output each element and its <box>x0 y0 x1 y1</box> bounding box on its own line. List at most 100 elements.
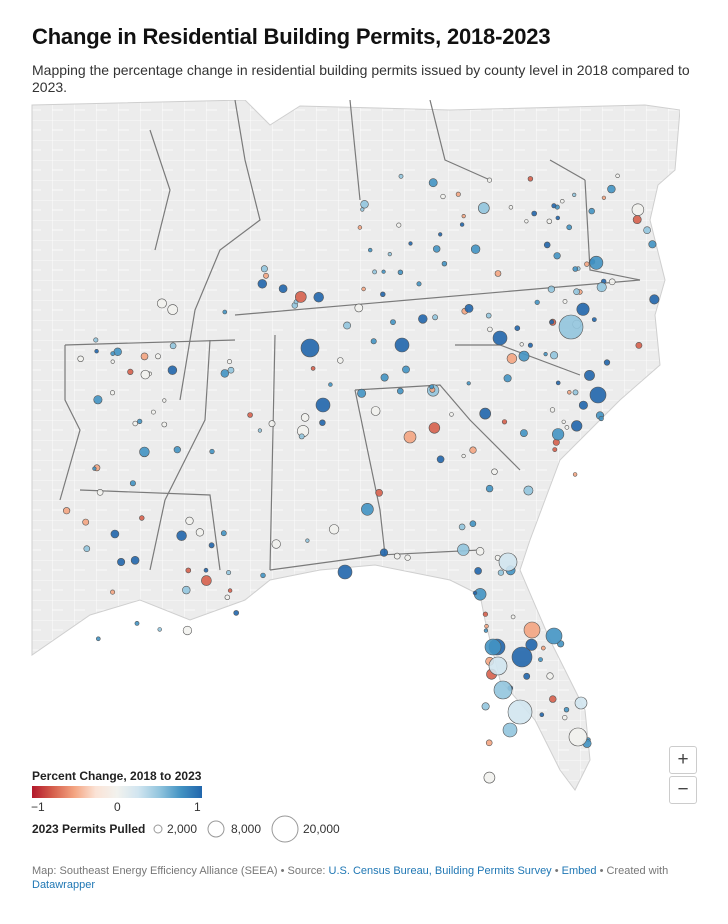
county-bubble[interactable] <box>372 269 377 275</box>
county-bubble[interactable] <box>402 365 410 374</box>
county-bubble[interactable] <box>167 365 178 375</box>
county-bubble[interactable] <box>83 545 91 553</box>
county-bubble[interactable] <box>584 261 590 267</box>
county-bubble[interactable] <box>549 407 556 413</box>
county-bubble[interactable] <box>539 712 545 718</box>
county-bubble[interactable] <box>576 302 590 316</box>
county-bubble[interactable] <box>129 480 136 487</box>
county-bubble[interactable] <box>393 552 401 560</box>
county-bubble[interactable] <box>497 569 505 576</box>
county-bubble[interactable] <box>337 357 344 364</box>
county-bubble[interactable] <box>130 555 140 565</box>
county-bubble[interactable] <box>428 178 438 188</box>
county-bubble[interactable] <box>635 341 643 349</box>
county-bubble[interactable] <box>573 288 580 295</box>
county-bubble[interactable] <box>525 638 538 651</box>
county-bubble[interactable] <box>429 384 435 390</box>
county-bubble[interactable] <box>227 588 233 593</box>
zoom-in-button[interactable]: + <box>669 746 697 774</box>
county-bubble[interactable] <box>247 412 253 418</box>
county-bubble[interactable] <box>531 210 538 217</box>
county-bubble[interactable] <box>596 282 607 293</box>
county-bubble[interactable] <box>155 353 161 360</box>
county-bubble[interactable] <box>649 294 660 305</box>
county-bubble[interactable] <box>485 312 492 319</box>
county-bubble[interactable] <box>632 215 642 224</box>
county-bubble[interactable] <box>416 281 422 287</box>
county-bubble[interactable] <box>227 359 233 365</box>
county-bubble[interactable] <box>185 567 192 574</box>
county-bubble[interactable] <box>271 539 281 549</box>
county-bubble[interactable] <box>514 325 521 331</box>
county-bubble[interactable] <box>394 337 410 353</box>
county-bubble[interactable] <box>498 552 518 572</box>
county-bubble[interactable] <box>483 628 489 633</box>
county-bubble[interactable] <box>518 350 530 362</box>
county-bubble[interactable] <box>524 219 529 224</box>
county-bubble[interactable] <box>370 406 381 416</box>
county-bubble[interactable] <box>608 278 616 286</box>
county-bubble[interactable] <box>458 523 466 531</box>
county-bubble[interactable] <box>328 382 333 387</box>
county-bubble[interactable] <box>354 303 364 313</box>
county-bubble[interactable] <box>300 338 320 358</box>
county-bubble[interactable] <box>222 309 228 315</box>
county-bubble[interactable] <box>93 337 99 343</box>
county-bubble[interactable] <box>546 218 552 225</box>
county-bubble[interactable] <box>459 222 465 227</box>
county-bubble[interactable] <box>418 314 428 324</box>
county-bubble[interactable] <box>481 702 490 711</box>
county-bubble[interactable] <box>432 314 438 321</box>
county-bubble[interactable] <box>77 355 84 362</box>
county-bubble[interactable] <box>360 200 369 209</box>
county-bubble[interactable] <box>549 695 557 703</box>
permits-map[interactable] <box>30 100 680 800</box>
county-bubble[interactable] <box>173 446 181 454</box>
county-bubble[interactable] <box>508 205 514 210</box>
county-bubble[interactable] <box>511 646 533 668</box>
county-bubble[interactable] <box>562 298 568 304</box>
county-bubble[interactable] <box>461 453 466 459</box>
county-bubble[interactable] <box>555 215 560 221</box>
county-bubble[interactable] <box>82 518 90 526</box>
county-bubble[interactable] <box>540 645 546 651</box>
county-bubble[interactable] <box>527 176 534 182</box>
county-bubble[interactable] <box>562 714 568 721</box>
source-link[interactable]: U.S. Census Bureau, Building Permits Sur… <box>328 865 552 877</box>
county-bubble[interactable] <box>110 529 120 539</box>
county-bubble[interactable] <box>551 428 565 441</box>
county-bubble[interactable] <box>260 572 266 579</box>
county-bubble[interactable] <box>560 198 565 204</box>
county-bubble[interactable] <box>563 706 570 713</box>
county-bubble[interactable] <box>201 575 212 586</box>
county-bubble[interactable] <box>182 585 191 595</box>
county-bubble[interactable] <box>381 269 386 274</box>
county-bubble[interactable] <box>482 611 489 617</box>
county-bubble[interactable] <box>572 266 579 272</box>
county-bubble[interactable] <box>375 488 383 497</box>
county-bubble[interactable] <box>396 387 404 395</box>
county-bubble[interactable] <box>139 515 145 521</box>
county-bubble[interactable] <box>568 727 588 747</box>
county-bubble[interactable] <box>491 468 498 475</box>
county-bubble[interactable] <box>484 638 502 656</box>
county-bubble[interactable] <box>547 285 556 293</box>
county-bubble[interactable] <box>396 222 402 228</box>
county-bubble[interactable] <box>567 390 572 395</box>
county-bubble[interactable] <box>538 657 543 662</box>
county-bubble[interactable] <box>185 516 194 526</box>
county-bubble[interactable] <box>161 421 168 428</box>
county-bubble[interactable] <box>455 191 461 197</box>
county-bubble[interactable] <box>162 398 167 403</box>
county-bubble[interactable] <box>361 502 374 516</box>
county-bubble[interactable] <box>360 207 365 212</box>
county-bubble[interactable] <box>329 524 340 535</box>
county-bubble[interactable] <box>433 245 441 253</box>
county-bubble[interactable] <box>461 213 466 219</box>
county-bubble[interactable] <box>469 446 477 454</box>
county-bubble[interactable] <box>487 326 493 333</box>
county-bubble[interactable] <box>220 369 230 378</box>
embed-link[interactable]: Embed <box>561 865 597 877</box>
county-bubble[interactable] <box>110 589 116 595</box>
county-bubble[interactable] <box>368 247 373 253</box>
